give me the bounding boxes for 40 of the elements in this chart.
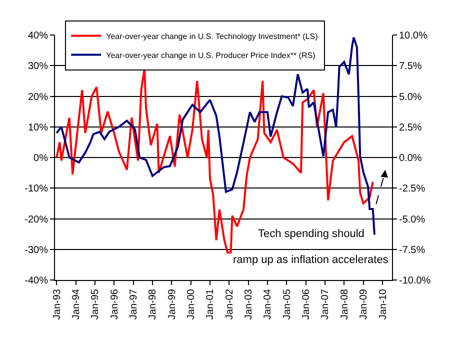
x-tick-label: Jan-05 bbox=[282, 288, 293, 320]
x-tick-label: Jan-06 bbox=[301, 288, 312, 320]
x-tick-label: Jan-95 bbox=[90, 288, 102, 320]
y-tick-label: 0% bbox=[34, 153, 48, 164]
x-tick-label: Jan-97 bbox=[128, 288, 140, 320]
y2-tick-label: 5.0% bbox=[399, 92, 422, 103]
x-tick-label: Jan-08 bbox=[339, 288, 350, 320]
x-tick-label: Jan-04 bbox=[262, 288, 274, 320]
y-tick-label: 40% bbox=[28, 30, 48, 42]
x-tick-label: Jan-02 bbox=[224, 288, 236, 320]
x-tick-label: Jan-07 bbox=[320, 288, 332, 320]
x-tick-label: Jan-96 bbox=[109, 288, 120, 320]
legend-label: Year-over-year change in U.S. Technology Investment* (LS) bbox=[106, 32, 318, 41]
x-tick-label: Jan-03 bbox=[244, 288, 255, 320]
text: Tech spending should ramp up as inflation accelerates bbox=[233, 228, 388, 266]
y-tick-label: 30% bbox=[28, 61, 48, 72]
y2-tick-label: -10.0% bbox=[399, 276, 431, 286]
y2-tick-label: 0.0% bbox=[399, 153, 422, 164]
x-tick-label: Jan-93 bbox=[52, 288, 63, 320]
y2-tick-label: -7.5% bbox=[399, 244, 426, 256]
y2-tick-label: -5.0% bbox=[399, 214, 426, 226]
x-tick-label: Jan-10 bbox=[378, 288, 389, 320]
y-tick-label: -10% bbox=[24, 184, 48, 195]
y2-tick-label: 7.5% bbox=[399, 61, 422, 72]
x-tick-label: Jan-01 bbox=[205, 288, 216, 320]
y-tick-label: -30% bbox=[24, 244, 48, 256]
line-series bbox=[56, 68, 374, 254]
x-tick-label: Jan-99 bbox=[166, 288, 178, 320]
y-tick-label: 20% bbox=[28, 92, 48, 103]
y-tick-label: 10% bbox=[28, 122, 48, 134]
legend-label: Year-over-year change in U.S. Producer Price Index** (RS) bbox=[106, 50, 316, 60]
x-tick-label: Jan-09 bbox=[358, 288, 370, 320]
y-tick-label: -20% bbox=[24, 214, 48, 226]
x-tick-label: Jan-94 bbox=[71, 288, 82, 320]
y2-tick-label: -2.5% bbox=[399, 184, 426, 195]
y-tick-label: -40% bbox=[24, 276, 48, 286]
x-tick-label: Jan-98 bbox=[148, 288, 159, 320]
x-tick-label: Jan-00 bbox=[186, 288, 198, 320]
y2-tick-label: 2.5% bbox=[399, 122, 422, 134]
y2-tick-label: 10.0% bbox=[399, 30, 428, 42]
